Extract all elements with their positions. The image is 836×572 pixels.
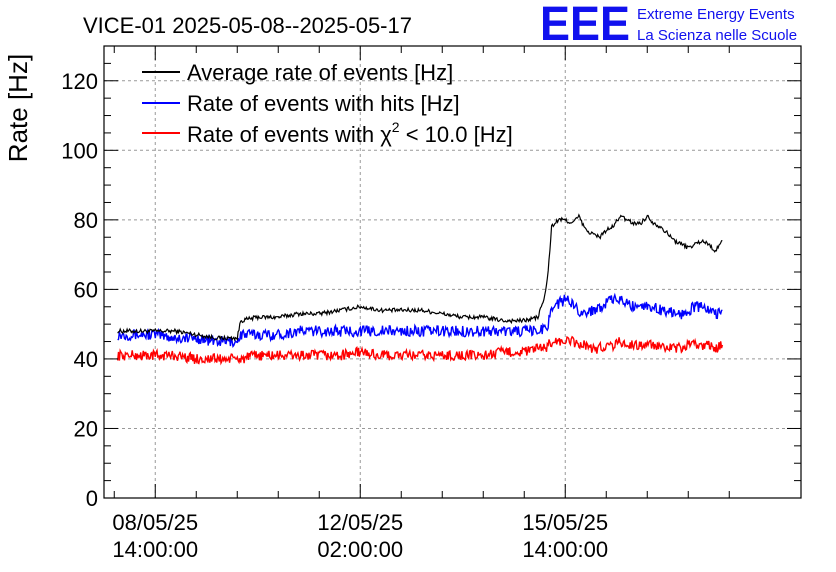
chart-title: VICE-01 2025-05-08--2025-05-17 <box>83 13 412 38</box>
legend-label-average: Average rate of events [Hz] <box>187 60 453 85</box>
eee-logo: EEE Extreme Energy Events La Scienza nel… <box>540 0 797 51</box>
axis-ticks <box>104 45 801 499</box>
y-tick-label: 80 <box>74 208 98 233</box>
y-tick-label: 100 <box>61 138 98 163</box>
y-tick-label: 20 <box>74 416 98 441</box>
legend-item-chi2: Rate of events with χ2 < 10.0 [Hz] <box>142 119 513 147</box>
series-line-2 <box>117 335 724 366</box>
legend: Average rate of events [Hz] Rate of even… <box>142 60 513 147</box>
y-tick-label: 0 <box>86 486 98 511</box>
x-tick-time: 02:00:00 <box>317 537 403 562</box>
legend-item-hits: Rate of events with hits [Hz] <box>142 91 460 116</box>
legend-item-average: Average rate of events [Hz] <box>142 60 453 85</box>
tick-labels: 02040608010012008/05/2514:00:0012/05/250… <box>61 69 608 562</box>
x-tick-date: 12/05/25 <box>317 510 403 535</box>
x-tick-time: 14:00:00 <box>112 537 198 562</box>
series-line-0 <box>117 213 723 342</box>
x-tick-time: 14:00:00 <box>522 537 608 562</box>
y-axis-title: Rate [Hz] <box>3 54 33 162</box>
logo-line-2: La Scienza nelle Scuole <box>637 27 797 44</box>
legend-label-hits: Rate of events with hits [Hz] <box>187 91 460 116</box>
y-tick-label: 120 <box>61 69 98 94</box>
y-tick-label: 40 <box>74 347 98 372</box>
legend-label-chi2: Rate of events with χ2 < 10.0 [Hz] <box>187 119 513 147</box>
series-line-1 <box>117 292 723 349</box>
x-tick-date: 08/05/25 <box>112 510 198 535</box>
series-layer <box>117 213 724 366</box>
eee-logo-mark: EEE <box>540 0 630 51</box>
y-tick-label: 60 <box>74 277 98 302</box>
x-tick-date: 15/05/25 <box>522 510 608 535</box>
logo-line-1: Extreme Energy Events <box>637 6 795 23</box>
